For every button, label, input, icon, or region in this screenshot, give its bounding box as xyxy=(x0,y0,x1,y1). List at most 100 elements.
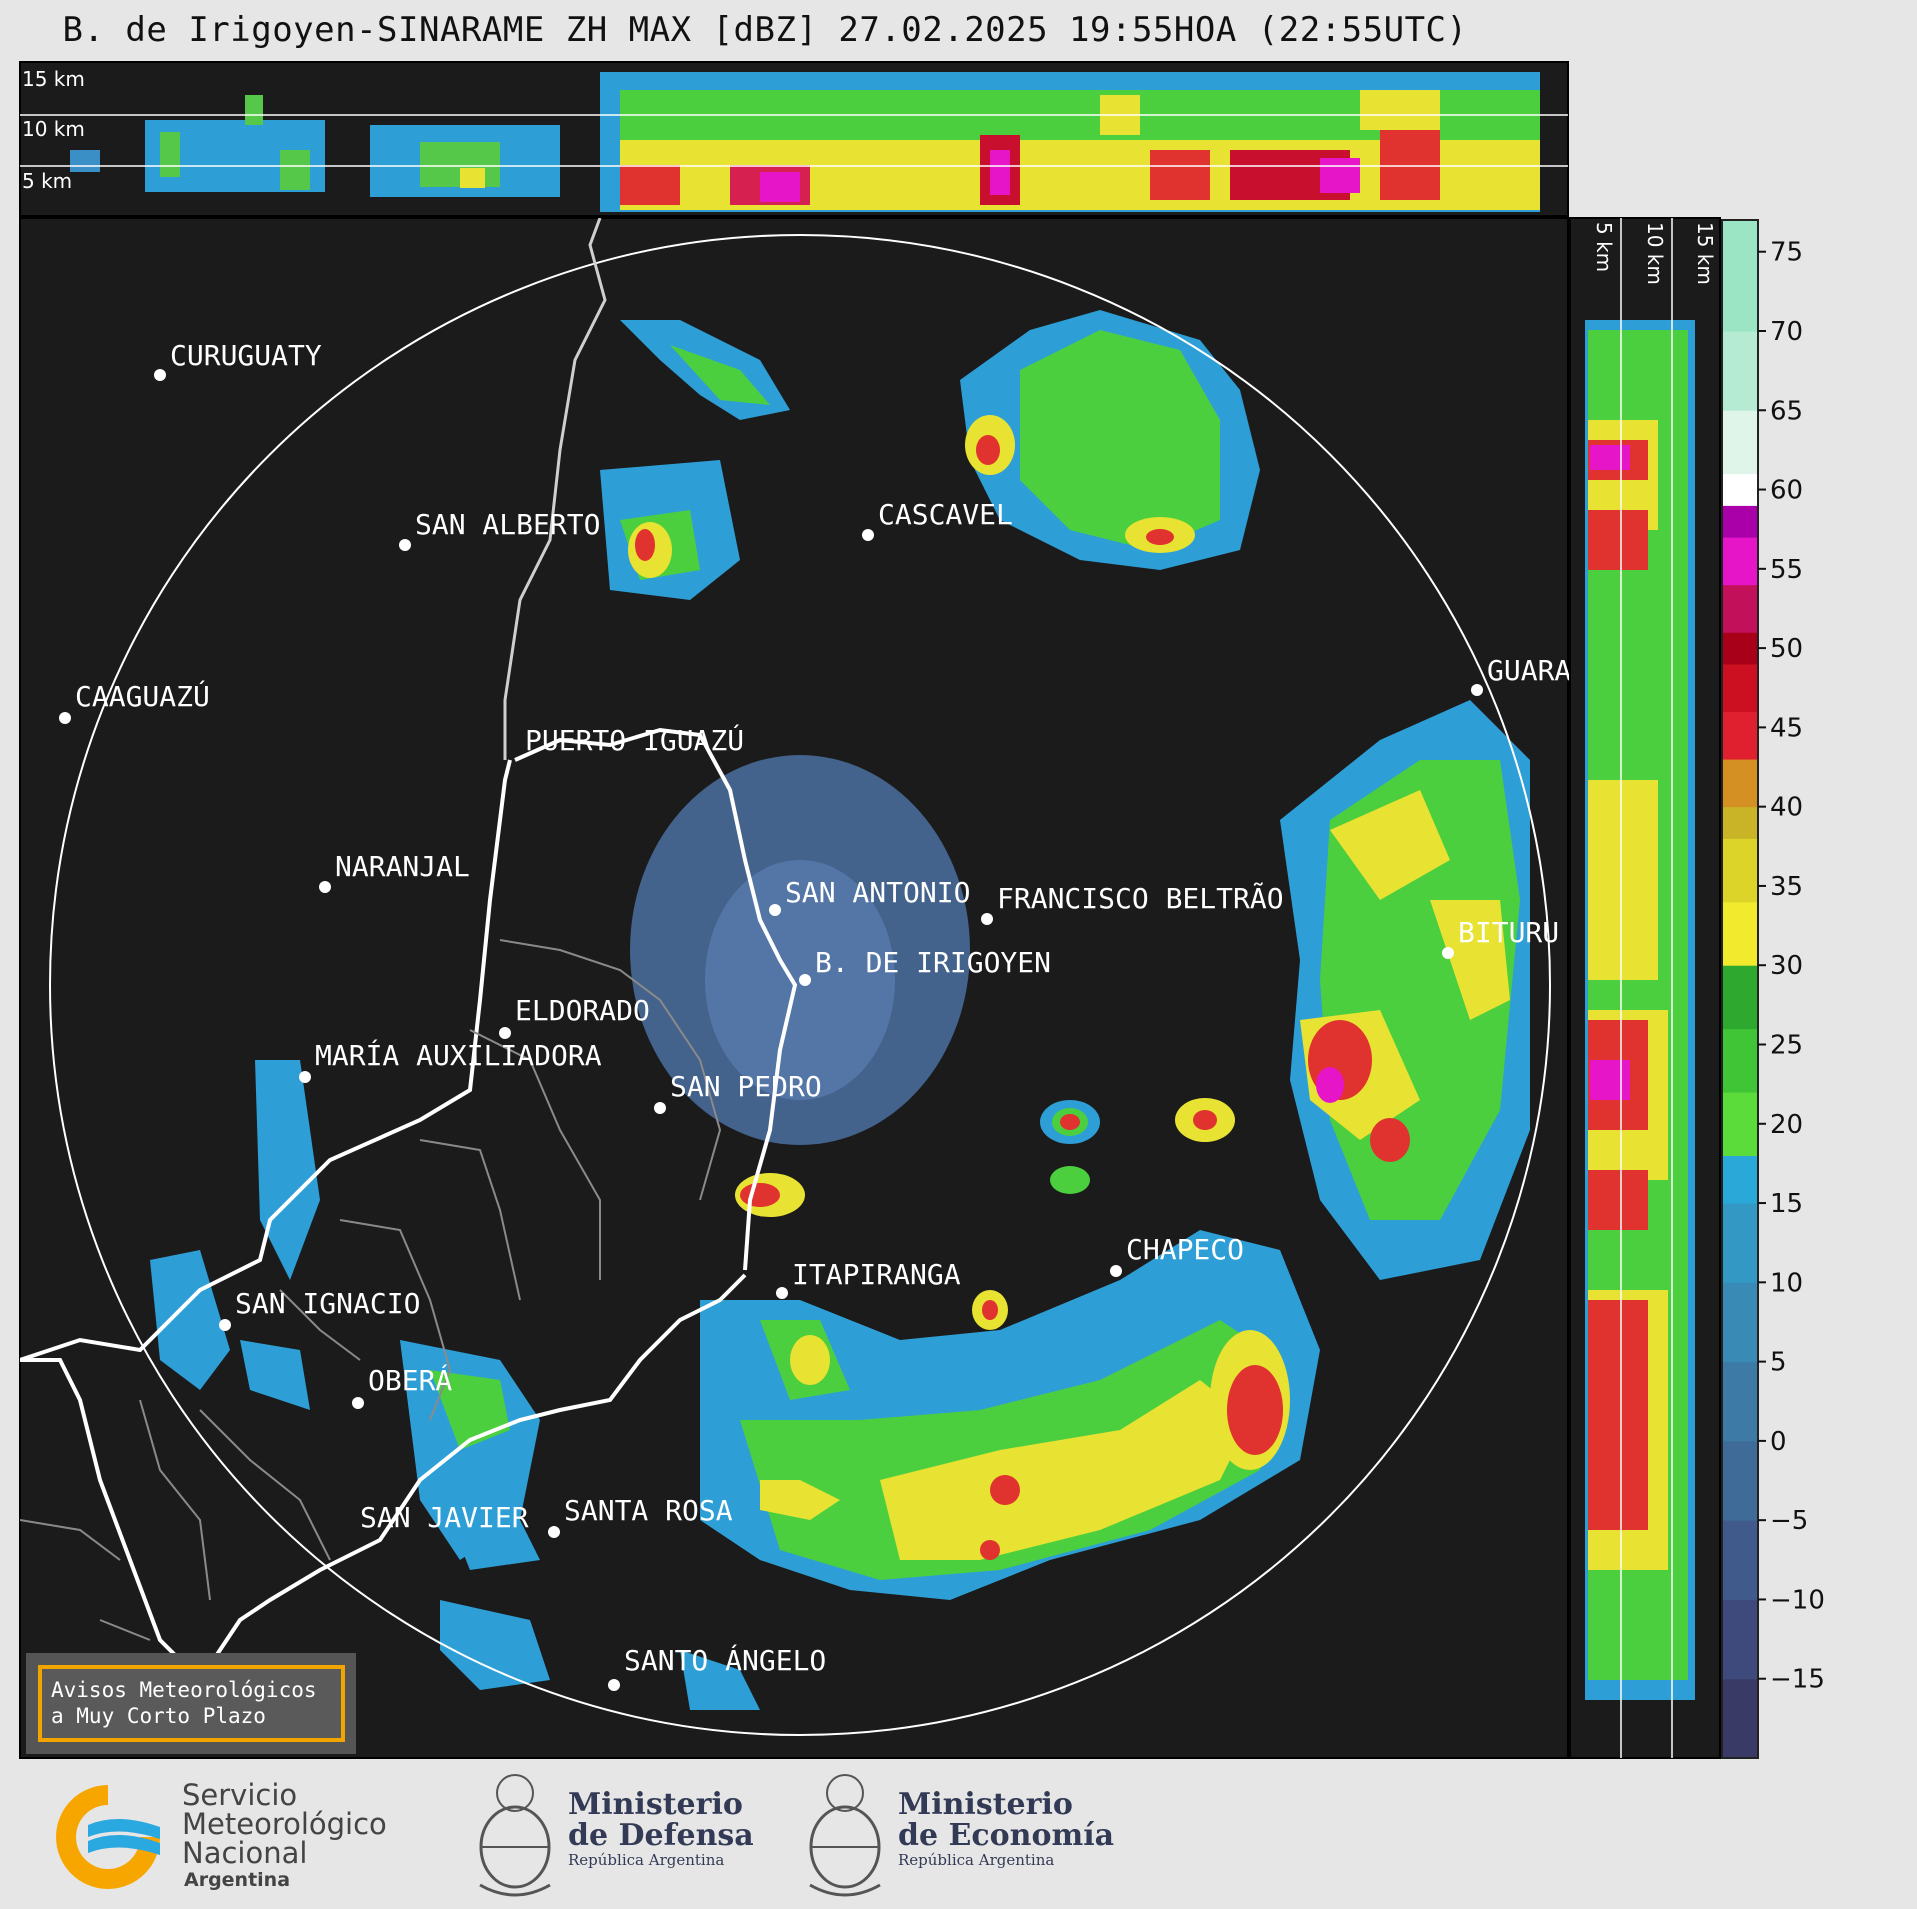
place-bituruna: BITURU xyxy=(1442,916,1559,959)
uruguay-river-border xyxy=(197,1273,747,1751)
svg-text:OBERÁ: OBERÁ xyxy=(368,1363,452,1397)
svg-text:SAN IGNACIO: SAN IGNACIO xyxy=(235,1287,420,1320)
svg-text:SANTO ÁNGELO: SANTO ÁNGELO xyxy=(624,1643,826,1677)
svg-text:SANTA ROSA: SANTA ROSA xyxy=(564,1494,733,1527)
place-maria-auxiliadora: MARÍA AUXILIADORA xyxy=(299,1038,602,1083)
colorbar-tick-label: 35 xyxy=(1770,872,1803,902)
economia-name: Ministerio de Economía República Argenti… xyxy=(898,1789,1114,1869)
defensa-line-3: República Argentina xyxy=(568,1851,725,1869)
colorbar-tick-label: 55 xyxy=(1770,555,1803,585)
colorbar-band xyxy=(1722,1028,1758,1093)
parana-river-border xyxy=(20,759,512,1362)
colorbar-band xyxy=(1722,965,1758,1030)
colorbar-band xyxy=(1722,1361,1758,1442)
colorbar-band xyxy=(1722,584,1758,633)
smn-line-2: Meteorológico xyxy=(182,1807,387,1841)
place-caaguazu: CAAGUAZÚ xyxy=(59,679,210,724)
svg-text:CASCAVEL: CASCAVEL xyxy=(878,498,1013,531)
side-label-10km: 10 km xyxy=(1643,222,1667,285)
profile-label-5km: 5 km xyxy=(22,169,72,193)
colorbar-band xyxy=(1722,838,1758,903)
colorbar-band xyxy=(1722,537,1758,586)
warning-line-2: a Muy Corto Plazo xyxy=(51,1704,266,1728)
place-san-antonio: SAN ANTONIO xyxy=(769,876,970,916)
colorbar-band xyxy=(1722,1092,1758,1156)
colorbar-tick-label: 45 xyxy=(1770,713,1803,743)
colorbar-tick-label: 70 xyxy=(1770,317,1803,347)
svg-text:BITURU: BITURU xyxy=(1458,916,1559,949)
colorbar-tick-label: 75 xyxy=(1770,238,1803,268)
colorbar-tick-label: 20 xyxy=(1770,1110,1803,1140)
colorbar-band xyxy=(1722,220,1758,332)
economia-line-1: Ministerio xyxy=(898,1787,1073,1822)
svg-text:GUARA: GUARA xyxy=(1487,654,1571,687)
colorbar-tick-label: 10 xyxy=(1770,1268,1803,1298)
colorbar-tick-label: −15 xyxy=(1770,1665,1825,1695)
side-label-5km: 5 km xyxy=(1592,222,1616,272)
smn-country: Argentina xyxy=(184,1869,291,1891)
colorbar-band xyxy=(1722,505,1758,538)
svg-text:CHAPECO: CHAPECO xyxy=(1126,1233,1244,1266)
place-eldorado: ELDORADO xyxy=(499,994,650,1039)
colorbar-band xyxy=(1722,663,1758,713)
colorbar-band xyxy=(1722,473,1758,506)
colorbar-band xyxy=(1722,1520,1758,1600)
colorbar-tick-label: 65 xyxy=(1770,396,1803,426)
radar-map: CURUGUATY SAN ALBERTO CASCAVEL CAAGUAZÚ … xyxy=(19,217,1571,1759)
colorbar-tick-label: 0 xyxy=(1770,1427,1787,1457)
colorbar-band xyxy=(1722,806,1758,839)
place-guarapuava: GUARA xyxy=(1471,654,1571,696)
defensa-line-2: de Defensa xyxy=(568,1818,754,1853)
defensa-line-1: Ministerio xyxy=(568,1787,743,1822)
place-santo-angelo: SANTO ÁNGELO xyxy=(608,1643,826,1691)
place-cascavel: CASCAVEL xyxy=(862,498,1013,541)
defensa-name: Ministerio de Defensa República Argentin… xyxy=(568,1789,754,1869)
iguazu-river-border xyxy=(514,727,798,1271)
colorbar-band xyxy=(1722,1282,1758,1363)
svg-text:SAN ALBERTO: SAN ALBERTO xyxy=(415,508,600,541)
colorbar-band xyxy=(1722,330,1758,411)
colorbar-tick-label: −5 xyxy=(1770,1506,1808,1536)
colorbar-tick-label: 25 xyxy=(1770,1030,1803,1060)
colorbar-band xyxy=(1722,1155,1758,1204)
map-title: B. de Irigoyen-SINARAME ZH MAX [dBZ] 27.… xyxy=(62,10,1468,50)
place-naranjal: NARANJAL xyxy=(319,850,470,893)
warning-box[interactable]: Avisos Meteorológicos a Muy Corto Plazo xyxy=(26,1653,356,1754)
colorbar-band xyxy=(1722,1203,1758,1283)
colorbar-band xyxy=(1722,1440,1758,1521)
side-label-15km: 15 km xyxy=(1693,222,1717,285)
colorbar-band xyxy=(1722,759,1758,808)
place-obera: OBERÁ xyxy=(352,1363,452,1409)
economia-line-3: República Argentina xyxy=(898,1851,1055,1869)
footer-logos: Servicio Meteorológico Nacional Argentin… xyxy=(0,1755,1917,1909)
svg-text:CURUGUATY: CURUGUATY xyxy=(170,339,322,372)
place-chapeco: CHAPECO xyxy=(1110,1233,1244,1277)
argentina-coat-of-arms-icon xyxy=(479,1774,551,1897)
colorbar-tick-label: 30 xyxy=(1770,951,1803,981)
svg-text:SAN PEDRO: SAN PEDRO xyxy=(670,1070,822,1103)
places-layer: CURUGUATY SAN ALBERTO CASCAVEL CAAGUAZÚ … xyxy=(59,339,1571,1691)
colorbar-tick-label: 15 xyxy=(1770,1189,1803,1219)
colorbar-tick-label: 60 xyxy=(1770,476,1803,506)
place-san-alberto: SAN ALBERTO xyxy=(399,508,600,551)
colorbar-band xyxy=(1722,410,1758,475)
profile-label-15km: 15 km xyxy=(22,67,85,91)
range-ring xyxy=(49,234,1551,1736)
svg-text:ITAPIRANGA: ITAPIRANGA xyxy=(792,1258,961,1291)
svg-text:CAAGUAZÚ: CAAGUAZÚ xyxy=(75,679,210,713)
svg-text:ELDORADO: ELDORADO xyxy=(515,994,650,1027)
place-san-ignacio: SAN IGNACIO xyxy=(219,1287,420,1331)
svg-text:FRANCISCO BELTRÃO: FRANCISCO BELTRÃO xyxy=(997,882,1284,915)
colorbar-tick-label: 40 xyxy=(1770,793,1803,823)
place-b-de-irigoyen: B. DE IRIGOYEN xyxy=(799,946,1051,986)
svg-text:SAN JAVIER: SAN JAVIER xyxy=(360,1501,529,1534)
svg-text:MARÍA AUXILIADORA: MARÍA AUXILIADORA xyxy=(315,1038,602,1072)
place-francisco-beltrao: FRANCISCO BELTRÃO xyxy=(981,882,1284,925)
svg-text:B. DE IRIGOYEN: B. DE IRIGOYEN xyxy=(815,946,1051,979)
smn-line-1: Servicio xyxy=(182,1778,298,1812)
warning-line-1: Avisos Meteorológicos xyxy=(51,1678,317,1702)
top-profile-panel: 15 km 10 km 5 km xyxy=(19,61,1569,217)
colorbar-tick-label: −10 xyxy=(1770,1585,1825,1615)
